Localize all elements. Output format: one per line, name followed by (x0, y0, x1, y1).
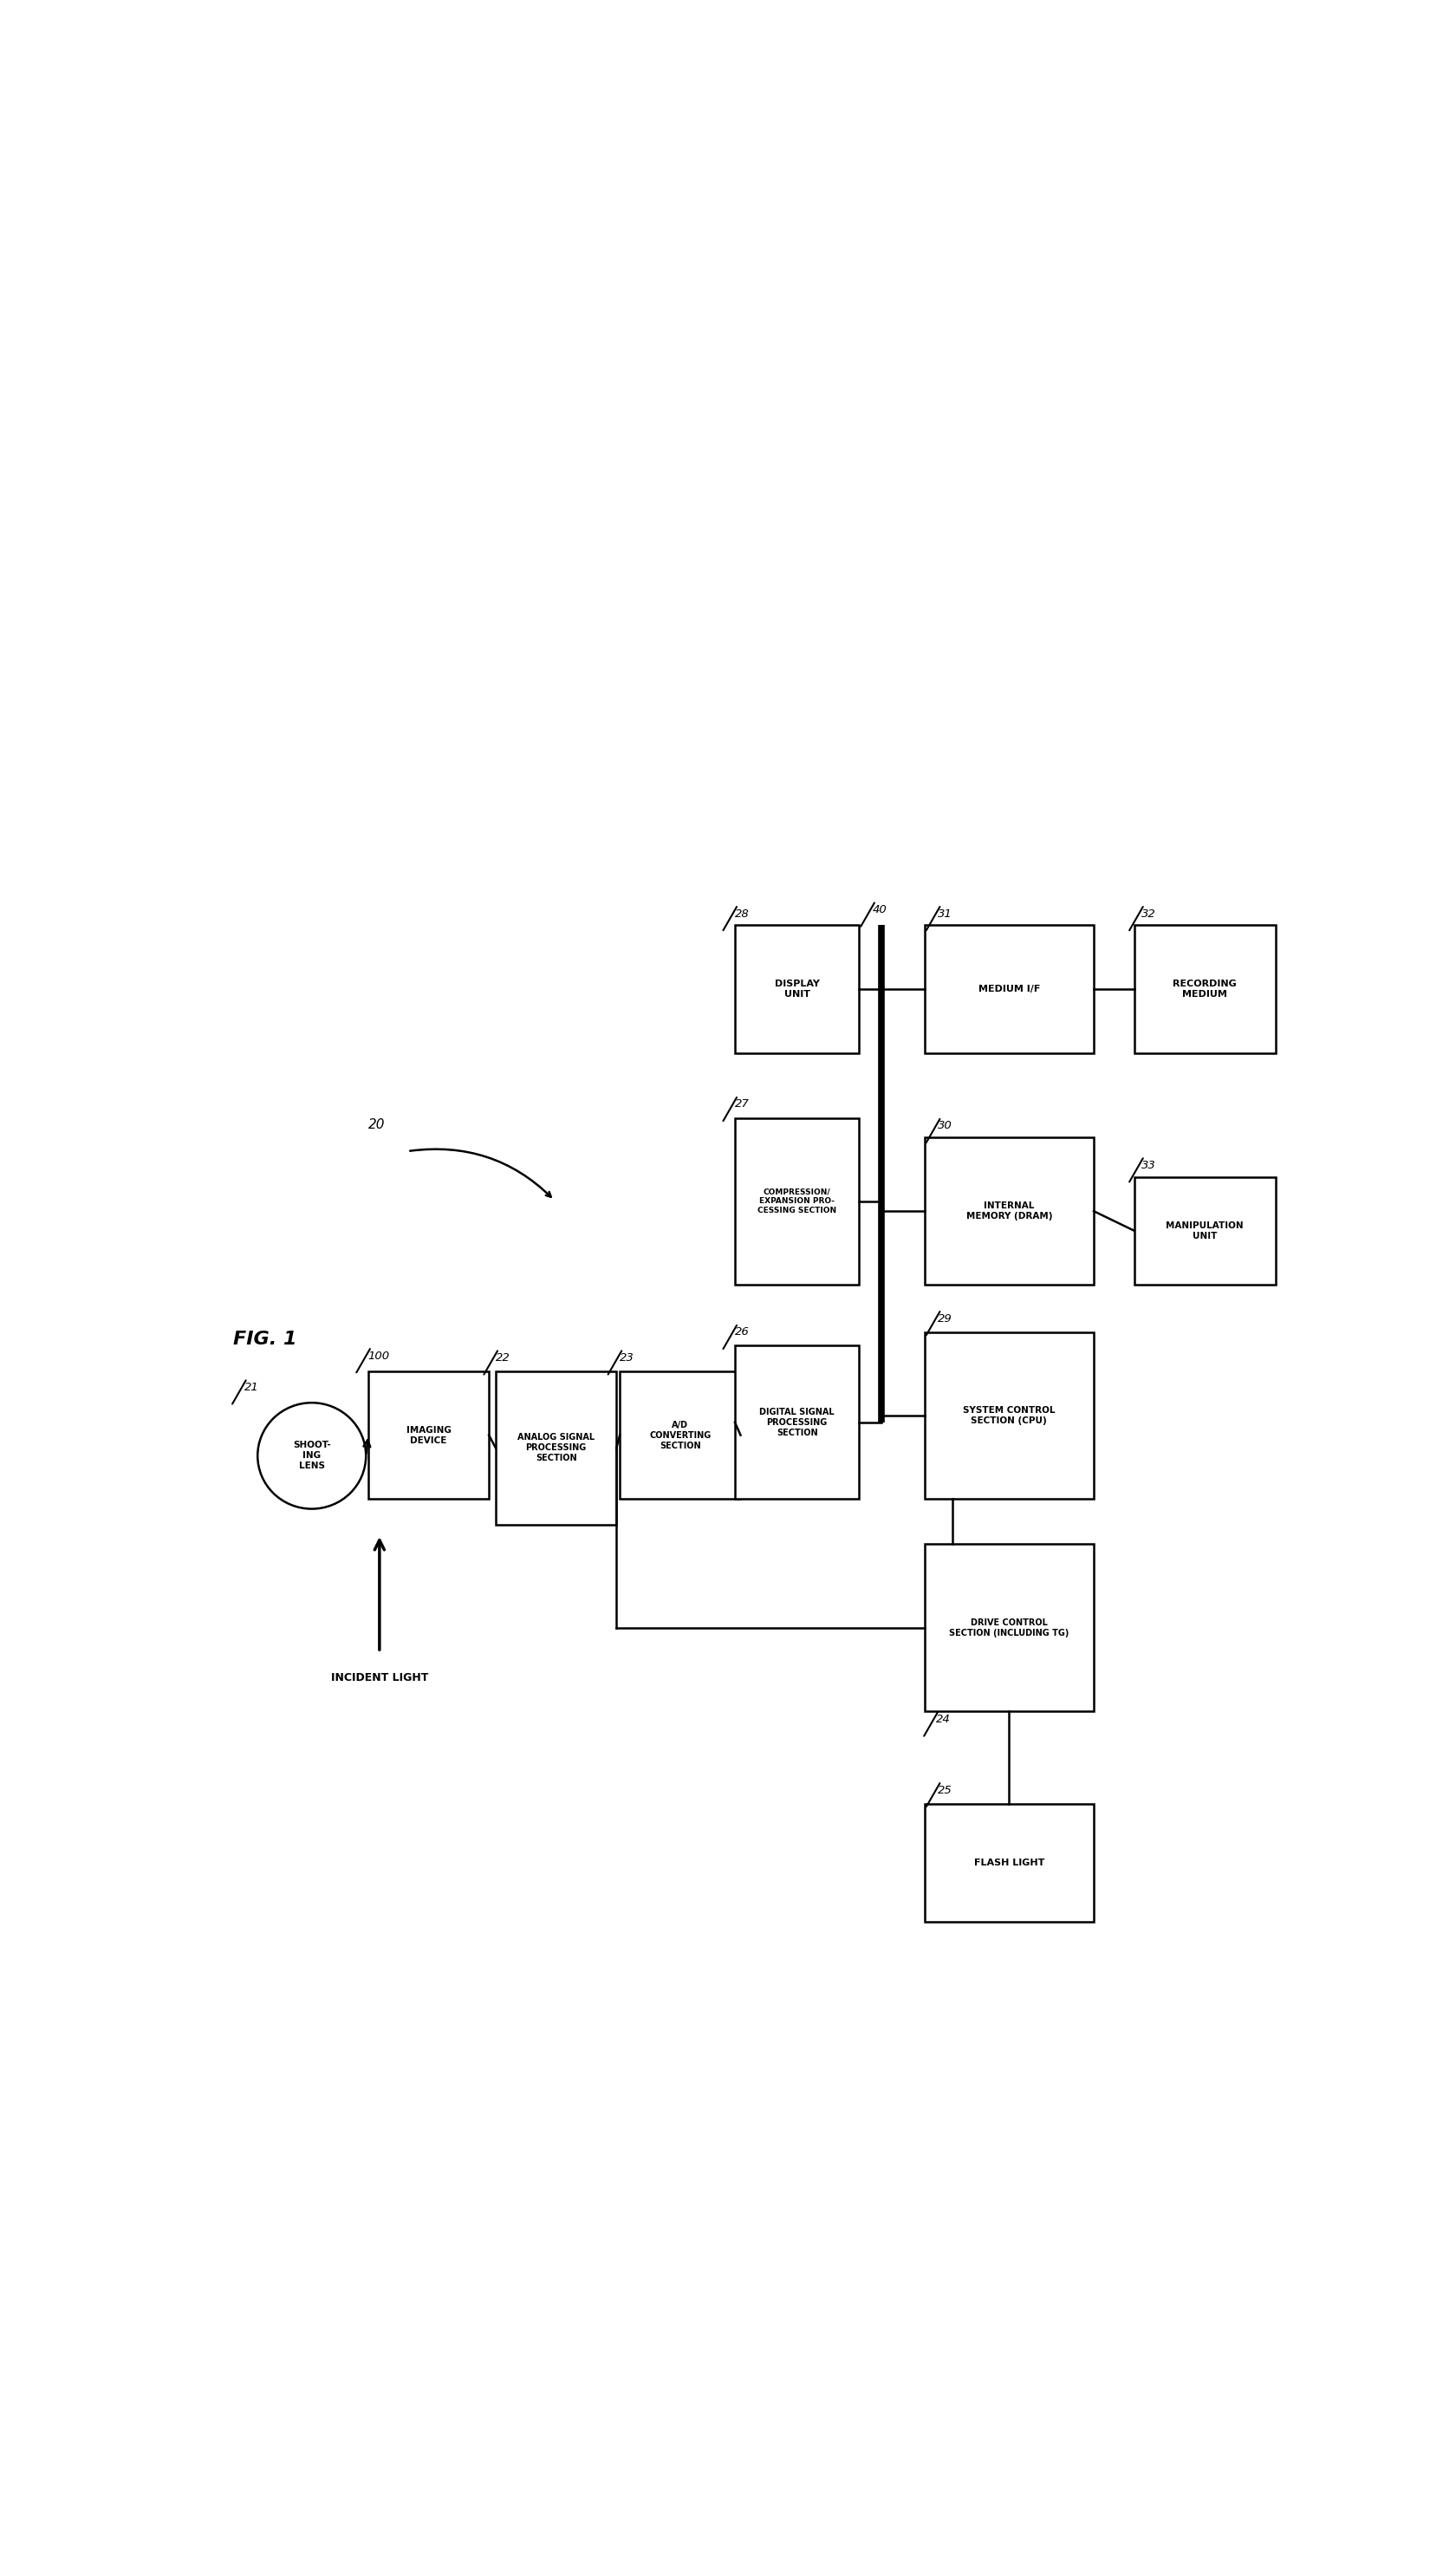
Bar (925, 1332, 1093, 1498)
Text: A/D
CONVERTING
SECTION: A/D CONVERTING SECTION (649, 1421, 711, 1450)
Text: 27: 27 (735, 1100, 750, 1110)
Text: MANIPULATION
UNIT: MANIPULATION UNIT (1166, 1222, 1243, 1240)
Bar (925, 1804, 1093, 1922)
Text: DRIVE CONTROL
SECTION (INCLUDING TG): DRIVE CONTROL SECTION (INCLUDING TG) (949, 1618, 1069, 1638)
Bar (925, 1544, 1093, 1712)
Bar (735, 1118, 859, 1284)
Bar (1134, 1176, 1275, 1284)
Text: 30: 30 (938, 1120, 952, 1131)
Text: RECORDING
MEDIUM: RECORDING MEDIUM (1174, 980, 1236, 998)
Text: 29: 29 (938, 1312, 952, 1324)
Bar (1134, 926, 1275, 1054)
Bar (620, 1370, 741, 1498)
Bar (925, 926, 1093, 1054)
Text: 24: 24 (936, 1715, 951, 1725)
Text: INTERNAL
MEMORY (DRAM): INTERNAL MEMORY (DRAM) (965, 1202, 1053, 1220)
Text: 33: 33 (1142, 1159, 1156, 1171)
Bar (925, 1138, 1093, 1284)
Bar (368, 1370, 489, 1498)
Text: DISPLAY
UNIT: DISPLAY UNIT (775, 980, 820, 998)
Text: COMPRESSION/
EXPANSION PRO-
CESSING SECTION: COMPRESSION/ EXPANSION PRO- CESSING SECT… (757, 1189, 836, 1215)
Text: 20: 20 (368, 1118, 384, 1131)
Text: INCIDENT LIGHT: INCIDENT LIGHT (331, 1672, 428, 1684)
Bar (735, 1345, 859, 1498)
Text: 21: 21 (245, 1381, 259, 1393)
Text: 32: 32 (1142, 909, 1156, 919)
Text: 100: 100 (368, 1350, 390, 1360)
Text: 28: 28 (735, 909, 750, 919)
Ellipse shape (258, 1404, 365, 1508)
Text: FIG. 1: FIG. 1 (233, 1330, 297, 1347)
Text: 25: 25 (938, 1784, 952, 1797)
Text: ANALOG SIGNAL
PROCESSING
SECTION: ANALOG SIGNAL PROCESSING SECTION (517, 1434, 594, 1462)
Text: IMAGING
DEVICE: IMAGING DEVICE (406, 1427, 451, 1444)
Text: 40: 40 (872, 903, 887, 916)
Text: MEDIUM I/F: MEDIUM I/F (978, 985, 1040, 993)
Bar (735, 926, 859, 1054)
Text: 26: 26 (735, 1327, 750, 1337)
Text: 31: 31 (938, 909, 952, 919)
Text: 22: 22 (495, 1353, 510, 1363)
Text: SYSTEM CONTROL
SECTION (CPU): SYSTEM CONTROL SECTION (CPU) (962, 1406, 1056, 1424)
Text: DIGITAL SIGNAL
PROCESSING
SECTION: DIGITAL SIGNAL PROCESSING SECTION (760, 1409, 834, 1437)
Text: 23: 23 (620, 1353, 635, 1363)
Text: FLASH LIGHT: FLASH LIGHT (974, 1858, 1044, 1868)
Text: SHOOT-
ING
LENS: SHOOT- ING LENS (293, 1442, 331, 1470)
Bar (495, 1370, 616, 1524)
